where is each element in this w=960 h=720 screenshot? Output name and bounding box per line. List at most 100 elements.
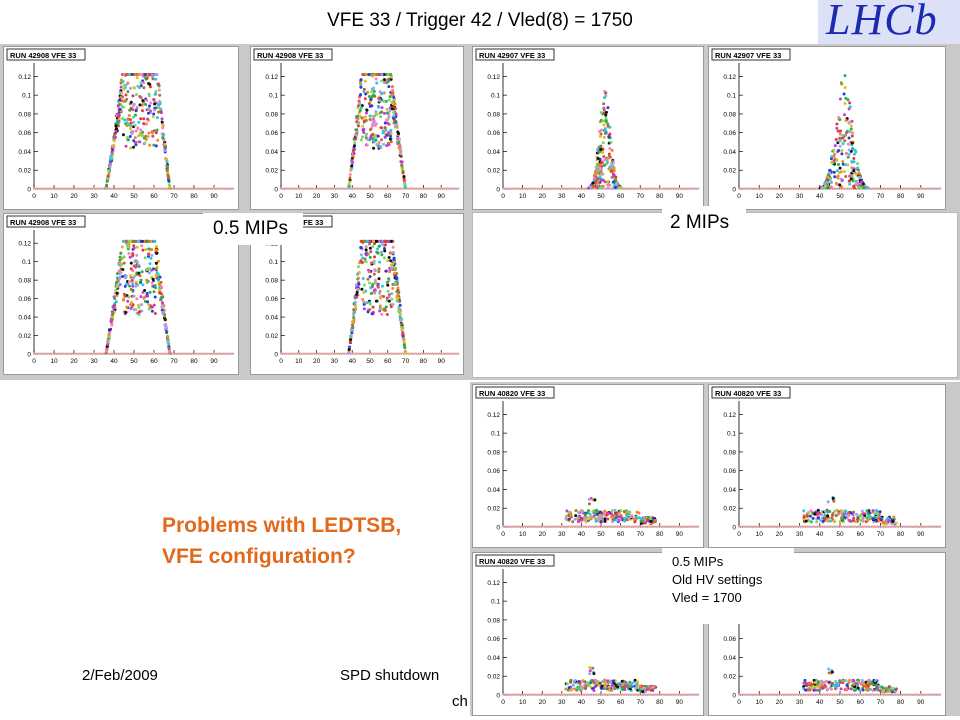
- x-tick-label: 0: [501, 193, 505, 200]
- baseline-point: [624, 525, 627, 528]
- data-point: [372, 259, 376, 263]
- data-point: [817, 680, 821, 684]
- data-point: [808, 688, 812, 692]
- baseline-point: [771, 525, 775, 528]
- data-point: [148, 85, 152, 89]
- data-point: [841, 134, 845, 138]
- data-point: [140, 244, 144, 248]
- baseline-point: [846, 187, 850, 190]
- baseline-point: [553, 187, 556, 190]
- data-point: [613, 186, 617, 190]
- data-point: [848, 101, 852, 105]
- baseline-point: [574, 187, 578, 190]
- data-point: [829, 180, 833, 184]
- baseline-point: [68, 352, 72, 355]
- baseline-point: [42, 187, 45, 190]
- baseline-point: [769, 693, 772, 696]
- baseline-point: [558, 693, 561, 696]
- baseline-point: [52, 352, 55, 355]
- data-point: [372, 93, 376, 97]
- baseline-point: [752, 693, 755, 696]
- data-point: [166, 335, 170, 339]
- data-point: [400, 328, 404, 332]
- data-point: [848, 519, 852, 523]
- data-point: [576, 687, 580, 691]
- data-point: [125, 73, 129, 77]
- data-point: [129, 274, 133, 278]
- data-point: [134, 284, 138, 288]
- data-point: [130, 300, 134, 304]
- data-point: [610, 148, 614, 152]
- data-point: [134, 280, 138, 284]
- data-point: [368, 275, 372, 279]
- x-tick-label: 90: [917, 193, 925, 200]
- x-tick-label: 80: [897, 193, 905, 200]
- baseline-point: [586, 525, 589, 528]
- data-point: [146, 111, 150, 115]
- baseline-point: [577, 693, 580, 696]
- data-point: [378, 73, 382, 77]
- data-point: [135, 260, 139, 264]
- baseline-point: [395, 352, 398, 355]
- data-point: [609, 681, 613, 685]
- baseline-point: [279, 352, 283, 355]
- data-point: [150, 248, 154, 252]
- baseline-point: [78, 352, 81, 355]
- baseline-point: [294, 187, 298, 190]
- baseline-point: [687, 693, 690, 696]
- data-point: [382, 294, 386, 298]
- baseline-point: [752, 525, 755, 528]
- data-point: [639, 519, 643, 523]
- baseline-point: [577, 187, 580, 190]
- data-point: [816, 508, 820, 512]
- baseline-point: [581, 525, 585, 528]
- data-point: [366, 277, 370, 281]
- x-tick-label: 30: [331, 193, 339, 200]
- baseline-point: [647, 187, 650, 190]
- baseline-point: [888, 693, 891, 696]
- x-tick-label: 70: [402, 358, 410, 365]
- data-point: [384, 305, 388, 309]
- baseline-point: [747, 525, 750, 528]
- baseline-point: [455, 187, 458, 190]
- data-point: [354, 304, 358, 308]
- x-tick-label: 30: [558, 699, 566, 706]
- baseline-point: [694, 693, 697, 696]
- baseline-point: [798, 187, 801, 190]
- baseline-point: [745, 525, 748, 528]
- baseline-point: [329, 352, 332, 355]
- data-point: [393, 281, 397, 285]
- data-point: [139, 81, 143, 85]
- baseline-point: [666, 187, 669, 190]
- data-point: [844, 679, 848, 683]
- data-point: [849, 127, 853, 131]
- baseline-point: [316, 187, 319, 190]
- baseline-point: [624, 693, 627, 696]
- data-point: [157, 103, 161, 107]
- baseline-point: [924, 525, 927, 528]
- baseline-point: [883, 525, 886, 528]
- baseline-point: [631, 525, 634, 528]
- baseline-point: [640, 187, 643, 190]
- baseline-point: [85, 352, 88, 355]
- data-point: [369, 135, 373, 139]
- data-point: [601, 680, 605, 684]
- data-point: [365, 253, 369, 257]
- data-point: [593, 516, 597, 520]
- data-point: [817, 685, 821, 689]
- data-point: [356, 121, 360, 125]
- data-point: [847, 511, 851, 515]
- data-point: [386, 259, 390, 263]
- y-tick-label: 0.1: [727, 93, 736, 100]
- baseline-point: [776, 525, 779, 528]
- data-point: [156, 116, 160, 120]
- data-point: [402, 337, 406, 341]
- data-point: [131, 115, 135, 119]
- baseline-point: [227, 352, 230, 355]
- x-tick-label: 60: [617, 531, 625, 538]
- data-point: [122, 255, 126, 259]
- data-point: [148, 73, 152, 77]
- baseline-point: [282, 352, 285, 355]
- data-point: [359, 246, 363, 250]
- baseline-point: [294, 352, 298, 355]
